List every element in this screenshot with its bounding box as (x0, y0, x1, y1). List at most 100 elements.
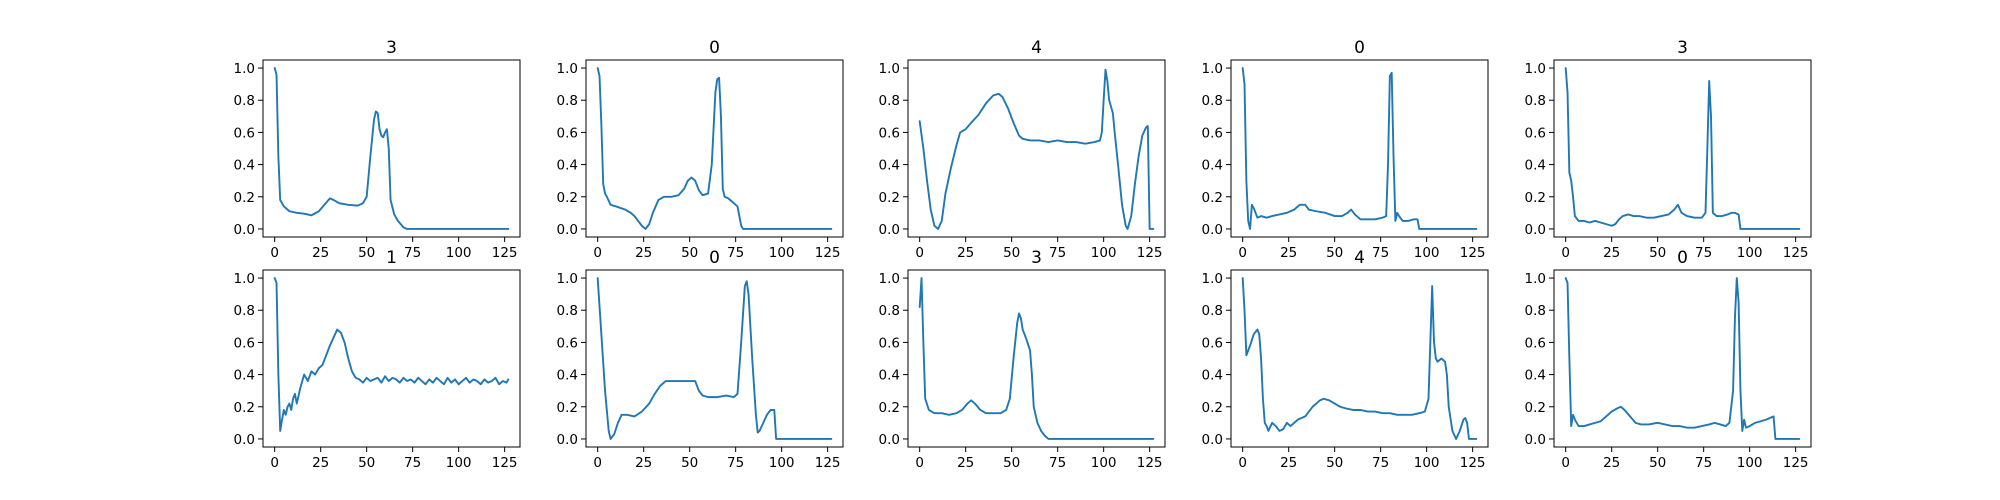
axes-frame (907, 59, 1166, 238)
series-line (918, 277, 1155, 440)
x-tick-label: 75 (727, 245, 744, 261)
x-tick-label: 100 (1091, 455, 1117, 471)
x-tick-label: 100 (1091, 245, 1117, 261)
y-tick-label: 0.2 (879, 400, 900, 416)
x-tick-label: 125 (1137, 245, 1163, 261)
y-tick-label: 0.2 (1525, 190, 1546, 206)
x-tick-label: 25 (312, 455, 329, 471)
x-tick-label: 0 (270, 245, 279, 261)
y-tick-label: 0.6 (557, 335, 578, 351)
x-tick-label: 100 (1737, 245, 1763, 261)
y-tick-label: 0.4 (1202, 158, 1223, 174)
subplot-4: 0 0 25 50 75 100 125 0.0 0.2 0.4 0.6 0.8 1.0 (1202, 38, 1489, 261)
x-tick-label: 125 (1460, 455, 1486, 471)
axes-frame (907, 269, 1166, 448)
axes-frame (585, 59, 844, 238)
x-tick-label: 50 (1326, 455, 1343, 471)
y-tick-label: 1.0 (234, 271, 255, 287)
y-tick-label: 0.2 (234, 190, 255, 206)
y-tick-label: 0.8 (1525, 303, 1546, 319)
y-tick-label: 0.2 (557, 190, 578, 206)
series-line (1241, 67, 1478, 230)
x-tick-label: 50 (1649, 245, 1666, 261)
axes-frame (1553, 269, 1812, 448)
x-tick-label: 25 (1603, 245, 1620, 261)
y-tick-label: 0.2 (879, 190, 900, 206)
axes-frame (1553, 59, 1812, 238)
subplot-title: 3 (386, 38, 397, 58)
x-tick-label: 75 (404, 455, 421, 471)
series-line (273, 67, 510, 230)
x-tick-label: 125 (492, 455, 518, 471)
x-tick-label: 50 (1003, 455, 1020, 471)
y-tick-label: 0.6 (879, 125, 900, 141)
y-tick-label: 0.0 (557, 432, 578, 448)
y-tick-label: 0.8 (879, 303, 900, 319)
subplot-title: 4 (1354, 248, 1365, 268)
x-tick-label: 100 (446, 455, 472, 471)
subplot-5: 3 0 25 50 75 100 125 0.0 0.2 0.4 0.6 0.8 1.0 (1525, 38, 1812, 261)
x-tick-label: 25 (957, 245, 974, 261)
axes-frame (1230, 59, 1489, 238)
y-tick-label: 0.6 (1202, 125, 1223, 141)
x-tick-label: 100 (1414, 245, 1440, 261)
y-tick-label: 0.2 (234, 400, 255, 416)
subplot-title: 3 (1677, 38, 1688, 58)
subplot-7: 0 0 25 50 75 100 125 0.0 0.2 0.4 0.6 0.8 1.0 (557, 248, 844, 471)
y-tick-label: 0.2 (1525, 400, 1546, 416)
x-tick-label: 50 (1003, 245, 1020, 261)
axes-frame (262, 59, 521, 238)
x-tick-label: 50 (358, 455, 375, 471)
axes-frame (262, 269, 521, 448)
x-tick-label: 0 (1238, 455, 1247, 471)
y-tick-label: 1.0 (879, 61, 900, 77)
y-tick-label: 0.6 (879, 335, 900, 351)
y-tick-label: 0.0 (234, 222, 255, 238)
subplot-title: 3 (1031, 248, 1042, 268)
x-tick-label: 25 (635, 455, 652, 471)
x-tick-label: 75 (1372, 245, 1389, 261)
subplot-3: 4 0 25 50 75 100 125 0.0 0.2 0.4 0.6 0.8 1.0 (879, 38, 1166, 261)
y-tick-label: 0.0 (879, 432, 900, 448)
x-tick-label: 0 (1561, 245, 1570, 261)
series-line (273, 277, 510, 432)
y-tick-label: 1.0 (1525, 271, 1546, 287)
series-line (596, 277, 833, 440)
subplot-2: 0 0 25 50 75 100 125 0.0 0.2 0.4 0.6 0.8 1.0 (557, 38, 844, 261)
x-tick-label: 100 (1737, 455, 1763, 471)
x-tick-label: 25 (1280, 245, 1297, 261)
x-tick-label: 50 (358, 245, 375, 261)
y-tick-label: 0.6 (1525, 125, 1546, 141)
x-tick-label: 125 (815, 455, 841, 471)
x-tick-label: 100 (446, 245, 472, 261)
x-tick-label: 75 (1695, 455, 1712, 471)
series-line (918, 68, 1155, 230)
y-tick-label: 1.0 (1202, 271, 1223, 287)
x-tick-label: 0 (1561, 455, 1570, 471)
y-tick-label: 1.0 (557, 61, 578, 77)
subplot-title: 0 (709, 38, 720, 58)
y-tick-label: 0.4 (1202, 368, 1223, 384)
y-tick-label: 0.8 (234, 303, 255, 319)
subplot-title: 4 (1031, 38, 1042, 58)
x-tick-label: 25 (1603, 455, 1620, 471)
y-tick-label: 1.0 (1525, 61, 1546, 77)
x-tick-label: 75 (1049, 455, 1066, 471)
x-tick-label: 75 (727, 455, 744, 471)
y-tick-label: 0.4 (1525, 368, 1546, 384)
y-tick-label: 0.6 (557, 125, 578, 141)
x-tick-label: 25 (312, 245, 329, 261)
y-tick-label: 0.6 (234, 125, 255, 141)
x-tick-label: 50 (681, 455, 698, 471)
y-tick-label: 0.6 (1202, 335, 1223, 351)
y-tick-label: 1.0 (879, 271, 900, 287)
subplot-title: 1 (386, 248, 397, 268)
subplot-10: 0 0 25 50 75 100 125 0.0 0.2 0.4 0.6 0.8 1.0 (1525, 248, 1812, 471)
y-tick-label: 0.6 (234, 335, 255, 351)
y-tick-label: 0.4 (879, 158, 900, 174)
x-tick-label: 75 (1049, 245, 1066, 261)
subplot-6: 1 0 25 50 75 100 125 0.0 0.2 0.4 0.6 0.8 1.0 (234, 248, 521, 471)
